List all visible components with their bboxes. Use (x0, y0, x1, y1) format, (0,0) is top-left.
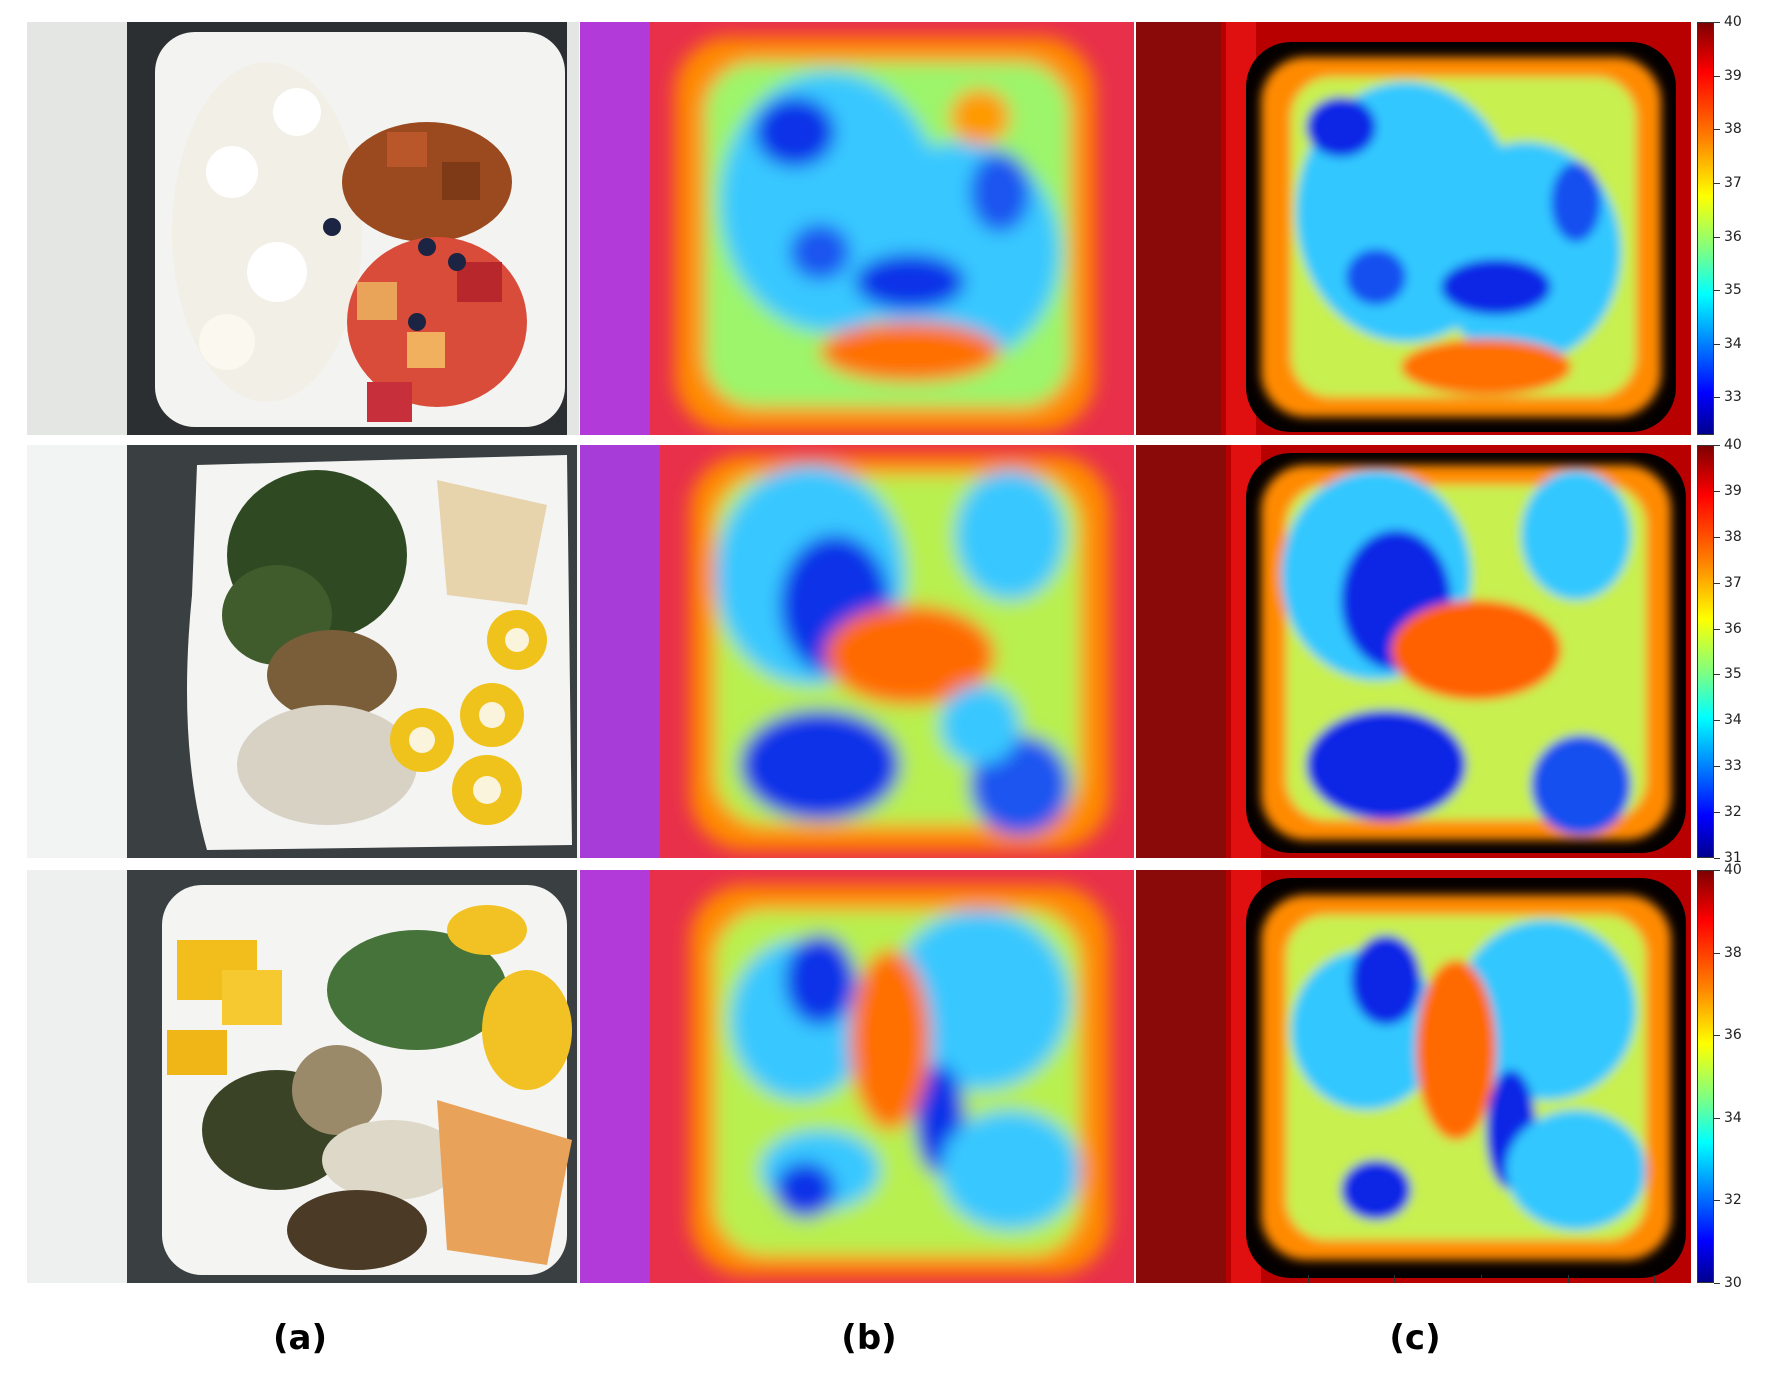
plate-photo-icon (27, 870, 579, 1283)
colorbar-tick (1714, 674, 1720, 676)
colorbar-tick (1714, 397, 1720, 399)
thermal-map-measured-icon (1136, 870, 1691, 1283)
colorbar-tick-label: 35 (1724, 666, 1742, 683)
colorbar-tick-label: 34 (1724, 712, 1742, 729)
colorbar-tick (1714, 343, 1720, 345)
colorbar-tick-label: 38 (1724, 528, 1742, 545)
caption-c: (c) (1389, 1318, 1441, 1358)
colorbar-row-1: 40 39 38 37 36 35 34 33 (1697, 14, 1767, 435)
colorbar-tick-label: 33 (1724, 758, 1742, 775)
colorbar-tick-label: 36 (1724, 228, 1742, 245)
predicted-thermal-row-2 (580, 445, 1134, 858)
colorbar-tick-label: 39 (1724, 482, 1742, 499)
plate-photo-icon (27, 22, 579, 435)
colorbar-tick (1714, 582, 1720, 584)
photo-row-1 (27, 22, 579, 435)
colorbar-tick (1714, 490, 1720, 492)
colorbar-tick (1714, 1283, 1720, 1284)
colorbar-tick-label: 38 (1724, 944, 1742, 961)
measured-thermal-row-3 (1136, 870, 1691, 1283)
thermal-map-predicted-icon (580, 445, 1134, 858)
colorbar-tick (1714, 1035, 1720, 1037)
colorbar-tick-label: 31 (1724, 850, 1742, 866)
colorbar-tick-label: 34 (1724, 1109, 1742, 1126)
colorbar-tick (1714, 858, 1720, 859)
predicted-thermal-row-3 (580, 870, 1134, 1283)
colorbar-tick (1714, 952, 1720, 954)
colorbar-tick-label: 40 (1724, 862, 1742, 878)
plate-photo-icon (27, 445, 579, 858)
colorbar-row-2: 40 39 38 37 36 35 34 33 32 31 (1697, 437, 1767, 866)
colorbar-tick-label: 39 (1724, 67, 1742, 84)
colorbar-tick-label: 32 (1724, 1192, 1742, 1209)
colorbar-tick (1714, 812, 1720, 814)
colorbar-tick (1714, 290, 1720, 292)
colorbar-tick-label: 30 (1724, 1275, 1742, 1291)
colorbar-tick (1714, 766, 1720, 768)
colorbar-tick (1714, 22, 1720, 23)
thermal-map-predicted-icon (580, 870, 1134, 1283)
colorbar-tick-label: 32 (1724, 804, 1742, 821)
colorbar-tick (1714, 1200, 1720, 1202)
colorbar-tick-label: 34 (1724, 335, 1742, 352)
colorbar-tick-label: 40 (1724, 437, 1742, 453)
colorbar-tick-label: 36 (1724, 620, 1742, 637)
photo-row-2 (27, 445, 579, 858)
colorbar-tick (1714, 445, 1720, 446)
colorbar-tick-label: 33 (1724, 389, 1742, 406)
thermal-map-predicted-icon (580, 22, 1134, 435)
measured-thermal-row-2 (1136, 445, 1691, 858)
colorbar-tick (1714, 720, 1720, 722)
colorbar-gradient (1697, 22, 1714, 435)
colorbar-tick (1714, 628, 1720, 630)
colorbar-tick-label: 36 (1724, 1027, 1742, 1044)
colorbar-tick-label: 35 (1724, 282, 1742, 299)
caption-a: (a) (272, 1318, 328, 1358)
x-axis-ticks (1136, 1275, 1691, 1283)
measured-thermal-row-1 (1136, 22, 1691, 435)
colorbar-tick-label: 37 (1724, 174, 1742, 191)
colorbar-tick (1714, 129, 1720, 131)
colorbar-row-3: 40 38 36 34 32 30 (1697, 862, 1767, 1291)
colorbar-tick (1714, 182, 1720, 184)
thermal-map-measured-icon (1136, 445, 1691, 858)
colorbar-tick (1714, 536, 1720, 538)
colorbar-gradient (1697, 870, 1714, 1283)
predicted-thermal-row-1 (580, 22, 1134, 435)
colorbar-tick (1714, 75, 1720, 77)
colorbar-tick (1714, 236, 1720, 238)
colorbar-tick-label: 38 (1724, 121, 1742, 138)
colorbar-tick-label: 37 (1724, 574, 1742, 591)
colorbar-tick-label: 40 (1724, 14, 1742, 30)
colorbar-tick (1714, 870, 1720, 871)
caption-b: (b) (841, 1318, 897, 1358)
photo-row-3 (27, 870, 579, 1283)
thermal-map-measured-icon (1136, 22, 1691, 435)
colorbar-tick (1714, 1117, 1720, 1119)
colorbar-gradient (1697, 445, 1714, 858)
